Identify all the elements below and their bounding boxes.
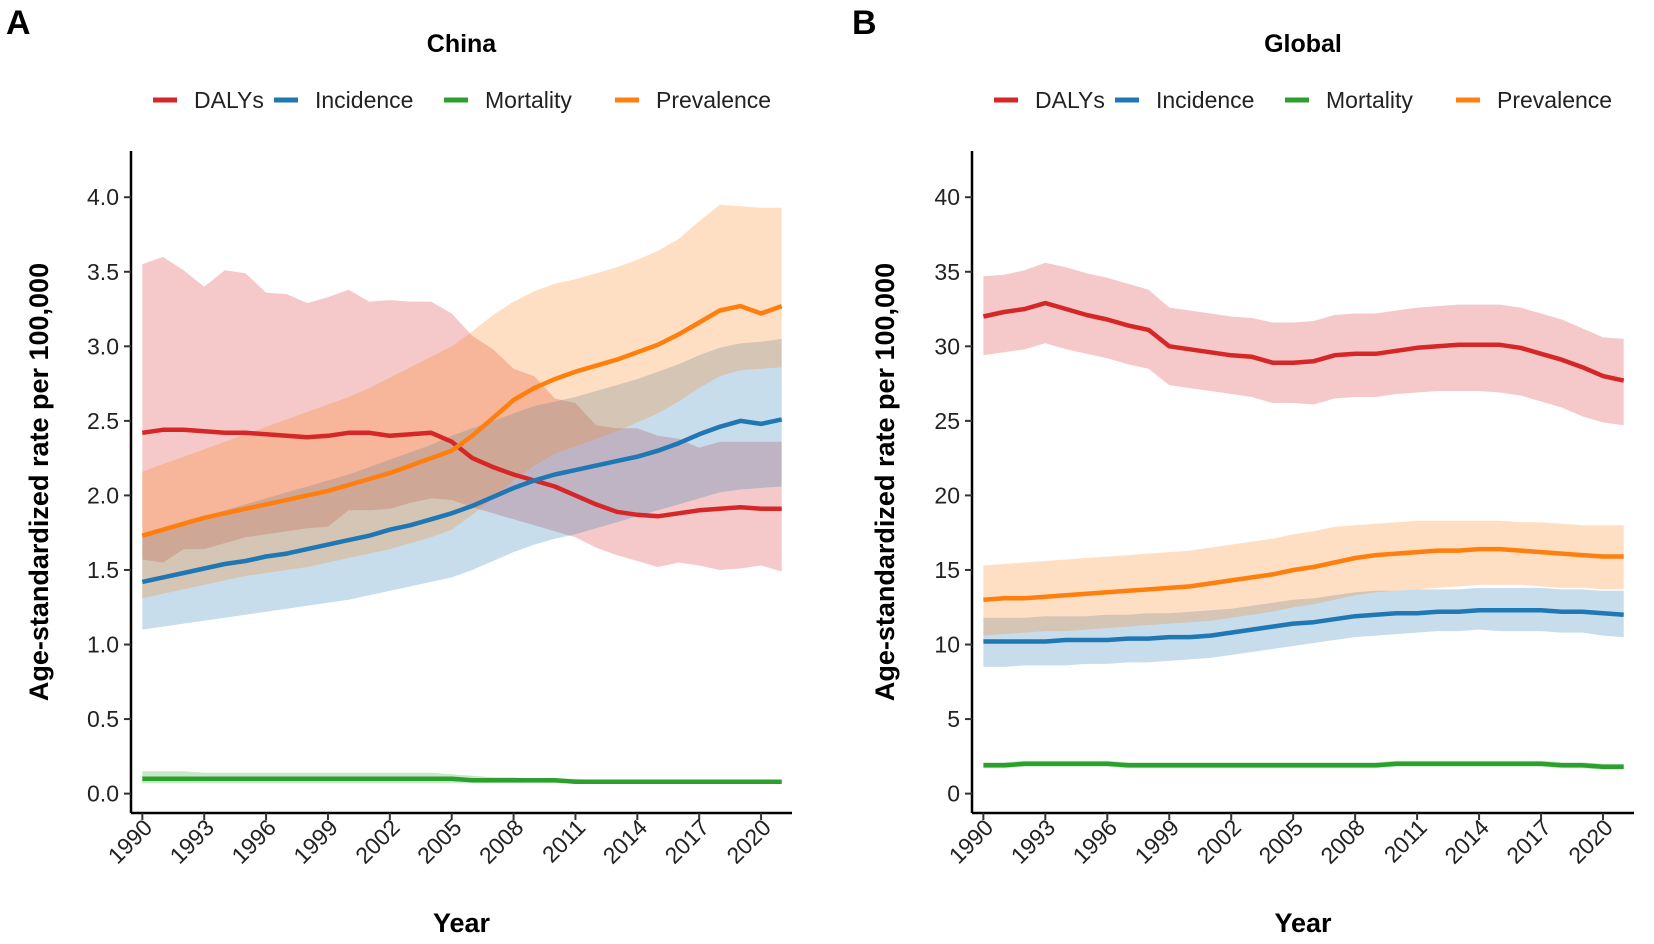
y-tick-label: 4.0 [87, 184, 119, 210]
x-tick-label: 2011 [1379, 814, 1432, 867]
chart-title: China [427, 30, 498, 58]
x-tick-label: 2017 [1501, 814, 1556, 869]
x-axis-title: Year [1274, 908, 1332, 938]
x-tick-label: 2005 [412, 814, 467, 869]
y-tick-label: 5 [947, 706, 960, 732]
x-tick-label: 2005 [1253, 814, 1308, 869]
series-line [983, 546, 1624, 603]
y-tick-label: 25 [934, 408, 960, 434]
y-tick-label: 2.5 [87, 408, 119, 434]
y-tick-label: 15 [934, 557, 960, 583]
x-tick-label: 2020 [721, 814, 776, 869]
y-tick-label: 40 [934, 184, 960, 210]
uncertainty-band [983, 262, 1624, 426]
series-line [983, 607, 1624, 644]
legend-label: Incidence [315, 87, 413, 113]
legend-label: Mortality [1326, 87, 1413, 113]
x-tick-label: 1996 [226, 814, 281, 869]
y-tick-label: 20 [934, 482, 960, 508]
y-tick-label: 0 [947, 781, 960, 807]
x-tick-label: 2008 [1315, 814, 1370, 869]
x-tick-label: 2014 [1439, 814, 1494, 869]
series-line [142, 776, 782, 784]
series-line [141, 417, 783, 585]
legend-label: DALYs [1035, 87, 1105, 113]
y-tick-label: 1.5 [87, 557, 119, 583]
y-tick-label: 2.0 [87, 482, 119, 508]
y-tick-label: 30 [934, 333, 960, 359]
legend-label: Prevalence [656, 87, 771, 113]
series-line [141, 427, 782, 519]
x-axis-title: Year [433, 908, 491, 938]
uncertainty-band [142, 338, 782, 630]
chart-panel: A China DALYs Incidence Mortality Prevalence 0… [6, 4, 792, 938]
x-tick-label: 1990 [103, 814, 158, 869]
x-tick-label: 1993 [164, 814, 219, 869]
x-tick-label: 1999 [288, 814, 343, 869]
y-tick-label: 10 [934, 632, 960, 658]
y-axis-title: Age-standardized rate per 100,000 [24, 263, 54, 701]
x-tick-label: 1990 [944, 814, 999, 869]
x-tick-label: 2008 [474, 814, 529, 869]
chart-panel: B Global DALYs Incidence Mortality Prevalence… [852, 4, 1634, 938]
legend-label: Mortality [485, 87, 572, 113]
y-tick-label: 0.5 [87, 706, 119, 732]
x-tick-label: 1999 [1130, 814, 1185, 869]
x-tick-label: 2014 [598, 814, 653, 869]
chart-title: Global [1264, 30, 1342, 58]
y-tick-label: 1.0 [87, 632, 119, 658]
uncertainty-band [142, 204, 782, 599]
legend-label: Incidence [1156, 87, 1254, 113]
y-tick-label: 35 [934, 259, 960, 285]
x-tick-label: 2002 [1192, 814, 1247, 869]
series-line [141, 303, 783, 538]
x-tick-label: 2002 [350, 814, 405, 869]
x-tick-label: 2011 [537, 814, 590, 867]
series-line [983, 761, 1624, 770]
y-tick-label: 0.0 [87, 781, 119, 807]
uncertainty-band [142, 256, 782, 572]
x-tick-label: 1996 [1068, 814, 1123, 869]
legend-label: Prevalence [1497, 87, 1612, 113]
x-tick-label: 1993 [1006, 814, 1061, 869]
y-tick-label: 3.0 [87, 333, 119, 359]
x-tick-label: 2017 [659, 814, 714, 869]
series-line [982, 300, 1625, 383]
y-axis-title: Age-standardized rate per 100,000 [870, 263, 900, 701]
legend-label: DALYs [194, 87, 264, 113]
y-tick-label: 3.5 [87, 259, 119, 285]
panel-label: B [852, 4, 877, 42]
x-tick-label: 2020 [1563, 814, 1618, 869]
uncertainty-band [983, 587, 1624, 667]
panel-label: A [6, 4, 31, 42]
